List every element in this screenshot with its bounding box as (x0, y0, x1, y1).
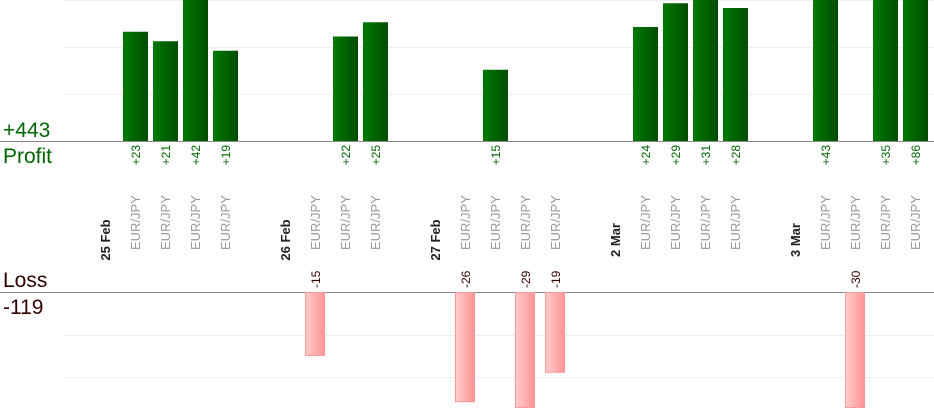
profit-bar (153, 41, 178, 141)
pair-label: EUR/JPY (878, 195, 893, 250)
profit-value-label: +24 (639, 145, 653, 166)
profit-bar (633, 27, 658, 141)
loss-total: -119 (3, 296, 44, 319)
date-label: 2 Mar (608, 223, 623, 257)
profit-total: +443 (3, 119, 51, 142)
pair-label: EUR/JPY (158, 195, 173, 250)
profit-value-label: +23 (129, 145, 143, 166)
pair-label: EUR/JPY (518, 195, 533, 250)
profit-bar (663, 3, 688, 141)
profit-bar (723, 8, 748, 141)
loss-value-label: -29 (519, 270, 533, 288)
profit-bar (213, 50, 238, 141)
profit-bar (363, 22, 388, 141)
profit-value-label: +42 (189, 145, 203, 166)
loss-bar (305, 292, 325, 356)
profit-value-label: +86 (909, 145, 923, 166)
pair-label: EUR/JPY (128, 195, 143, 250)
date-label: 3 Mar (788, 223, 803, 257)
profit-value-label: +35 (879, 145, 893, 166)
pair-label: EUR/JPY (848, 195, 863, 250)
pair-label: EUR/JPY (488, 195, 503, 250)
profit-value-label: +28 (729, 145, 743, 166)
profit-value-label: +43 (819, 145, 833, 166)
loss-value-label: -15 (309, 270, 323, 288)
pair-label: EUR/JPY (188, 195, 203, 250)
profit-bar (693, 0, 718, 141)
pair-label: EUR/JPY (338, 195, 353, 250)
profit-value-label: +22 (339, 145, 353, 166)
date-label: 27 Feb (428, 219, 443, 260)
pair-label: EUR/JPY (458, 195, 473, 250)
profit-bar (813, 0, 838, 141)
loss-bar (515, 292, 535, 408)
profit-value-label: +19 (219, 145, 233, 166)
pair-label: EUR/JPY (818, 195, 833, 250)
loss-bar (545, 292, 565, 373)
pair-label: EUR/JPY (908, 195, 923, 250)
pair-label: EUR/JPY (638, 195, 653, 250)
pair-label: EUR/JPY (728, 195, 743, 250)
loss-value-label: -26 (459, 270, 473, 288)
loss-value-label: -30 (849, 270, 863, 288)
loss-bar (455, 292, 475, 403)
pair-label: EUR/JPY (548, 195, 563, 250)
date-label: 25 Feb (98, 219, 113, 260)
profit-bar (183, 0, 208, 141)
date-label: 26 Feb (278, 219, 293, 260)
profit-bar (903, 0, 928, 141)
profit-label: Profit (3, 145, 53, 168)
profit-value-label: +25 (369, 145, 383, 166)
pair-label: EUR/JPY (698, 195, 713, 250)
loss-label: Loss (3, 269, 48, 292)
profit-bar (123, 31, 148, 141)
profit-value-label: +31 (699, 145, 713, 166)
loss-bar (845, 292, 865, 408)
profit-bar (873, 0, 898, 141)
pair-label: EUR/JPY (668, 195, 683, 250)
pair-label: EUR/JPY (368, 195, 383, 250)
profit-value-label: +21 (159, 145, 173, 166)
profit-bar (333, 36, 358, 141)
profit-bar (483, 69, 508, 141)
profit-value-label: +15 (489, 145, 503, 166)
pair-label: EUR/JPY (308, 195, 323, 250)
loss-value-label: -19 (549, 270, 563, 288)
profit-value-label: +29 (669, 145, 683, 166)
pair-label: EUR/JPY (218, 195, 233, 250)
